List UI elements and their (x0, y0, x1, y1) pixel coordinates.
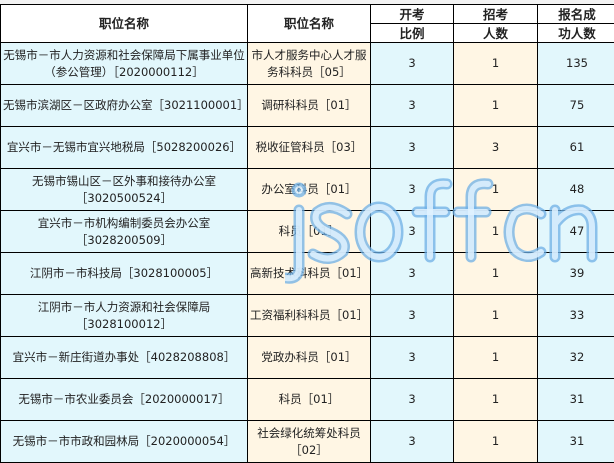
cell-position[interactable]: 高新技术科科员［01］ (248, 253, 371, 295)
cell-quota[interactable]: 3 (454, 127, 538, 169)
cell-unit[interactable]: 无锡市－市农业委员会［2020000017］ (1, 379, 248, 421)
header-applicants-line2: 功人数 (538, 24, 614, 43)
cell-position[interactable]: 市人才服务中心人才服务科科员［05］ (248, 43, 371, 85)
cell-unit[interactable]: 无锡市－市市政和园林局［2020000054］ (1, 421, 248, 463)
cell-unit[interactable]: 宜兴市－新庄街道办事处［4028208808］ (1, 337, 248, 379)
cell-quota[interactable]: 1 (454, 169, 538, 211)
cell-quota[interactable]: 1 (454, 421, 538, 463)
cell-quota[interactable]: 1 (454, 43, 538, 85)
cell-unit[interactable]: 宜兴市－市机构编制委员会办公室［3028200509］ (1, 211, 248, 253)
header-quota-line2: 人数 (454, 24, 538, 43)
cell-position[interactable]: 科员［01］ (248, 211, 371, 253)
cell-position[interactable]: 办公室科员［01］ (248, 169, 371, 211)
cell-ratio[interactable]: 3 (371, 421, 454, 463)
cell-unit[interactable]: 无锡市锡山区－区外事和接待办公室［3020500524］ (1, 169, 248, 211)
cell-applicants[interactable]: 31 (538, 421, 614, 463)
cell-position[interactable]: 科员［01］ (248, 379, 371, 421)
cell-ratio[interactable]: 3 (371, 211, 454, 253)
cell-quota[interactable]: 1 (454, 211, 538, 253)
table-row: 无锡市－市人力资源和社会保障局下属事业单位（参公管理）［2020000112］市… (1, 43, 614, 85)
header-unit: 职位名称 (1, 5, 248, 43)
header-ratio-line1: 开考 (371, 5, 454, 24)
positions-table: 职位名称 职位名称 开考 招考 报名成 比例 人数 功人数 无锡市－市人力资源和… (0, 4, 614, 463)
cell-ratio[interactable]: 3 (371, 85, 454, 127)
cell-position[interactable]: 税收征管科员［03］ (248, 127, 371, 169)
header-applicants-line1: 报名成 (538, 5, 614, 24)
cell-ratio[interactable]: 3 (371, 253, 454, 295)
cell-position[interactable]: 社会绿化统筹处科员［02］ (248, 421, 371, 463)
cell-quota[interactable]: 1 (454, 253, 538, 295)
cell-position[interactable]: 工资福利科科员［01］ (248, 295, 371, 337)
cell-position[interactable]: 调研科科员［01］ (248, 85, 371, 127)
cell-ratio[interactable]: 3 (371, 127, 454, 169)
cell-quota[interactable]: 1 (454, 85, 538, 127)
cell-ratio[interactable]: 3 (371, 337, 454, 379)
header-quota-line1: 招考 (454, 5, 538, 24)
cell-applicants[interactable]: 33 (538, 295, 614, 337)
cell-applicants[interactable]: 48 (538, 169, 614, 211)
cell-applicants[interactable]: 75 (538, 85, 614, 127)
cell-quota[interactable]: 1 (454, 379, 538, 421)
cell-unit[interactable]: 无锡市－市人力资源和社会保障局下属事业单位（参公管理）［2020000112］ (1, 43, 248, 85)
cell-applicants[interactable]: 47 (538, 211, 614, 253)
cell-unit[interactable]: 江阴市－市人力资源和社会保障局［3028100012］ (1, 295, 248, 337)
cell-ratio[interactable]: 3 (371, 295, 454, 337)
cell-applicants[interactable]: 32 (538, 337, 614, 379)
cell-ratio[interactable]: 3 (371, 379, 454, 421)
cell-applicants[interactable]: 31 (538, 379, 614, 421)
header-position: 职位名称 (248, 5, 371, 43)
cell-applicants[interactable]: 39 (538, 253, 614, 295)
cell-unit[interactable]: 无锡市滨湖区－区政府办公室［3021100001］ (1, 85, 248, 127)
cell-position[interactable]: 党政办科员［01］ (248, 337, 371, 379)
cell-quota[interactable]: 1 (454, 295, 538, 337)
cell-ratio[interactable]: 3 (371, 43, 454, 85)
cell-unit[interactable]: 江阴市－市科技局［3028100005］ (1, 253, 248, 295)
header-ratio-line2: 比例 (371, 24, 454, 43)
cell-unit[interactable]: 宜兴市－无锡市宜兴地税局［5028200026］ (1, 127, 248, 169)
cell-quota[interactable]: 1 (454, 337, 538, 379)
cell-applicants[interactable]: 135 (538, 43, 614, 85)
cell-applicants[interactable]: 61 (538, 127, 614, 169)
cell-ratio[interactable]: 3 (371, 169, 454, 211)
